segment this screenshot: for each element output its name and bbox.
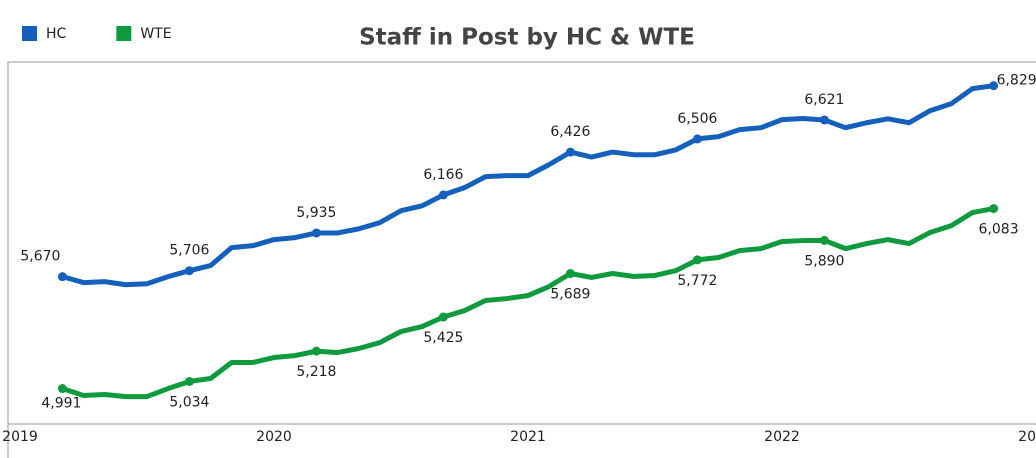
legend-label: HC xyxy=(46,26,67,42)
data-label: 6,426 xyxy=(550,124,590,140)
data-label: 6,083 xyxy=(979,222,1019,238)
point xyxy=(819,115,829,125)
point xyxy=(692,255,702,265)
x-tick-label: 2019 xyxy=(2,429,38,445)
point xyxy=(57,384,67,394)
data-label: 6,621 xyxy=(804,92,844,108)
x-tick-label: 2021 xyxy=(510,429,546,445)
data-label: 5,034 xyxy=(169,394,209,410)
point xyxy=(311,228,321,238)
line xyxy=(59,83,997,288)
x-tick-label: 2020 xyxy=(256,429,292,445)
data-label: 6,166 xyxy=(423,167,463,183)
point xyxy=(184,266,194,276)
point xyxy=(819,235,829,245)
data-label: 6,506 xyxy=(677,111,717,127)
point xyxy=(57,272,67,282)
data-label: 5,706 xyxy=(169,243,209,259)
legend-swatch xyxy=(116,26,132,41)
data-label: 5,935 xyxy=(296,205,336,221)
data-label: 5,689 xyxy=(550,287,590,303)
legend-swatch xyxy=(22,26,37,41)
data-label: 5,218 xyxy=(296,364,336,380)
data-label: 5,425 xyxy=(423,330,463,346)
point xyxy=(311,346,321,356)
point xyxy=(565,147,575,157)
point xyxy=(989,81,999,91)
x-tick-label: 2022 xyxy=(764,429,800,445)
x-tick-label: 2023 xyxy=(1018,429,1036,445)
data-label: 5,772 xyxy=(677,273,717,289)
point xyxy=(438,190,448,200)
chart-title: Staff in Post by HC & WTE xyxy=(359,25,695,51)
data-label: 5,890 xyxy=(804,253,844,269)
plot-frame xyxy=(7,61,1036,458)
point xyxy=(692,134,702,144)
point xyxy=(989,204,999,214)
legend-label: WTE xyxy=(140,26,171,42)
point xyxy=(565,269,575,279)
data-label: 6,829 xyxy=(997,73,1036,89)
line xyxy=(59,206,997,400)
point xyxy=(184,376,194,386)
data-label: 4,991 xyxy=(41,396,81,412)
point xyxy=(438,312,448,322)
data-label: 5,670 xyxy=(20,249,60,265)
